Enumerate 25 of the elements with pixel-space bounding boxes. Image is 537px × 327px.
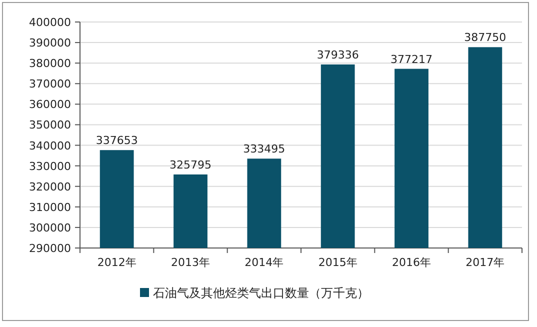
x-tick-label: 2015年 bbox=[318, 256, 358, 269]
data-label: 337653 bbox=[96, 134, 138, 148]
y-tick-label: 330000 bbox=[29, 160, 71, 173]
data-label: 387750 bbox=[464, 31, 506, 44]
y-tick-label: 380000 bbox=[29, 57, 71, 70]
data-label: 379336 bbox=[316, 48, 359, 62]
x-tick-label: 2013年 bbox=[171, 256, 210, 269]
y-tick-label: 400000 bbox=[29, 16, 71, 29]
x-tick-label: 2014年 bbox=[244, 256, 284, 269]
y-tick-label: 390000 bbox=[29, 36, 71, 50]
y-tick-label: 310000 bbox=[29, 200, 71, 214]
legend: 石油气及其他烃类气出口数量（万千克） bbox=[140, 286, 369, 300]
data-label: 325795 bbox=[170, 158, 212, 172]
y-tick-label: 290000 bbox=[29, 242, 71, 255]
y-tick-label: 370000 bbox=[29, 78, 71, 91]
data-label: 377217 bbox=[390, 52, 432, 66]
y-tick-label: 320000 bbox=[29, 180, 71, 194]
x-tick-label: 2016年 bbox=[392, 256, 431, 269]
x-tick-label: 2017年 bbox=[466, 256, 505, 269]
y-tick-label: 300000 bbox=[29, 221, 71, 234]
x-tick-label: 2012年 bbox=[97, 256, 136, 269]
y-tick-label: 340000 bbox=[29, 139, 71, 152]
data-label: 333495 bbox=[243, 142, 286, 156]
y-tick-label: 350000 bbox=[29, 118, 71, 132]
y-tick-label: 360000 bbox=[29, 98, 71, 112]
